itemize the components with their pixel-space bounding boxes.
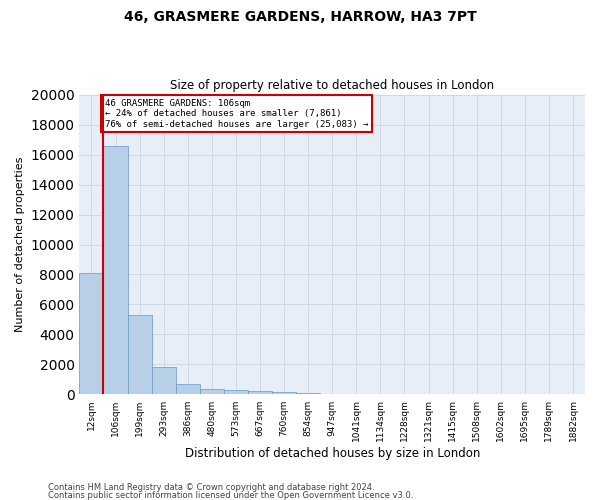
Bar bbox=[176, 384, 200, 394]
Text: 46 GRASMERE GARDENS: 106sqm
← 24% of detached houses are smaller (7,861)
76% of : 46 GRASMERE GARDENS: 106sqm ← 24% of det… bbox=[104, 99, 368, 129]
X-axis label: Distribution of detached houses by size in London: Distribution of detached houses by size … bbox=[185, 447, 480, 460]
Y-axis label: Number of detached properties: Number of detached properties bbox=[15, 157, 25, 332]
Bar bbox=[272, 392, 296, 394]
Bar bbox=[296, 392, 320, 394]
Text: Contains HM Land Registry data © Crown copyright and database right 2024.: Contains HM Land Registry data © Crown c… bbox=[48, 484, 374, 492]
Text: 46, GRASMERE GARDENS, HARROW, HA3 7PT: 46, GRASMERE GARDENS, HARROW, HA3 7PT bbox=[124, 10, 476, 24]
Title: Size of property relative to detached houses in London: Size of property relative to detached ho… bbox=[170, 79, 494, 92]
Bar bbox=[103, 146, 128, 394]
Bar bbox=[128, 315, 152, 394]
Bar bbox=[152, 366, 176, 394]
Bar bbox=[79, 273, 103, 394]
Text: Contains public sector information licensed under the Open Government Licence v3: Contains public sector information licen… bbox=[48, 490, 413, 500]
Bar bbox=[200, 389, 224, 394]
Bar bbox=[224, 390, 248, 394]
Bar bbox=[248, 392, 272, 394]
